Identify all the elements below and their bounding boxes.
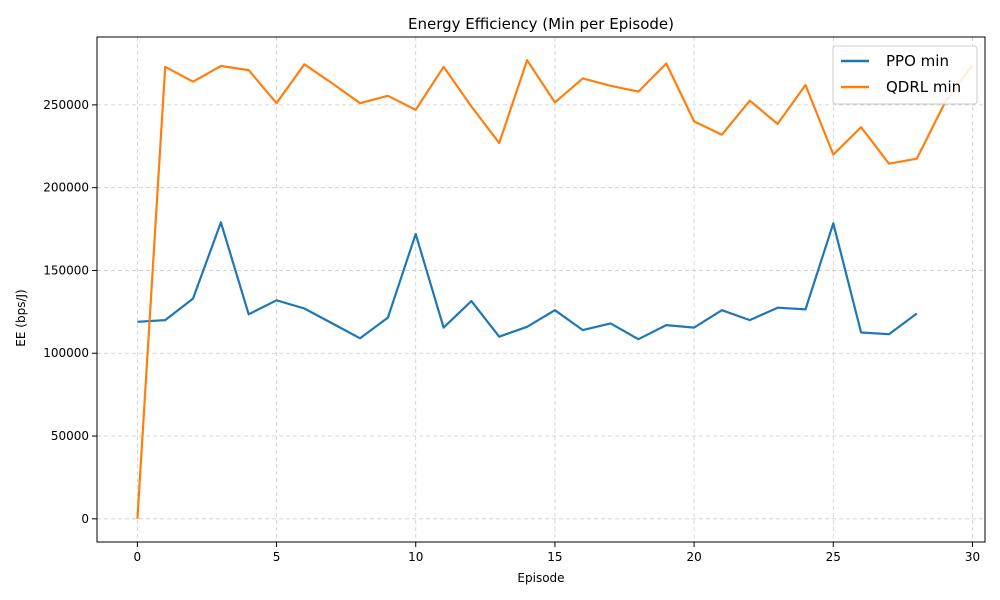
x-axis-label: Episode xyxy=(517,571,564,585)
legend-label-qdrl: QDRL min xyxy=(886,78,961,96)
y-axis-label: EE (bps/J) xyxy=(14,289,28,346)
x-tick-label: 20 xyxy=(686,550,701,564)
x-tick-label: 30 xyxy=(965,550,980,564)
y-tick-label: 100000 xyxy=(43,346,89,360)
series-lines xyxy=(136,59,974,519)
y-tick-label: 250000 xyxy=(43,98,89,112)
y-tick-label: 0 xyxy=(81,512,89,526)
series-line-qdrl-min xyxy=(136,59,974,519)
x-tick-label: 15 xyxy=(547,550,562,564)
series-line-ppo-min xyxy=(137,221,918,341)
x-tick-label: 10 xyxy=(408,550,423,564)
legend: PPO min QDRL min xyxy=(832,45,978,105)
x-tick-label: 5 xyxy=(273,550,281,564)
y-tick-label: 200000 xyxy=(43,181,89,195)
chart-title: Energy Efficiency (Min per Episode) xyxy=(408,15,674,33)
y-tick-label: 150000 xyxy=(43,263,89,277)
legend-label-ppo: PPO min xyxy=(886,52,949,70)
plot-area-frame xyxy=(96,36,986,543)
x-axis-ticks: 0 5 10 15 20 25 30 xyxy=(134,542,980,564)
gridlines xyxy=(97,37,985,542)
y-axis-ticks: 0 50000 100000 150000 200000 250000 xyxy=(43,98,97,526)
x-tick-label: 0 xyxy=(134,550,142,564)
x-tick-label: 25 xyxy=(826,550,841,564)
y-tick-label: 50000 xyxy=(51,429,89,443)
